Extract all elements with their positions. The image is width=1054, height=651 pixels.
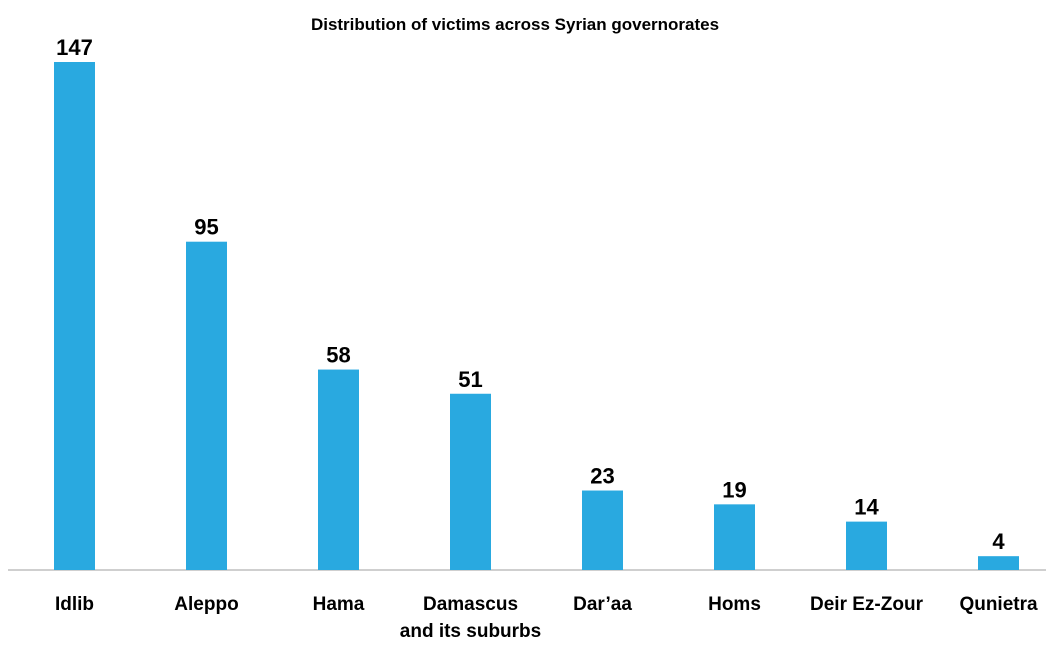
value-label-5: 19	[722, 477, 746, 502]
category-label-0: Idlib	[55, 594, 94, 615]
bar-5	[714, 504, 755, 570]
bar-7	[978, 556, 1019, 570]
value-label-4: 23	[590, 464, 614, 489]
category-label-line: Deir Ez-Zour	[810, 594, 924, 615]
bar-6	[846, 521, 887, 570]
category-label-line: Homs	[708, 594, 761, 615]
category-label-line: and its suburbs	[400, 621, 541, 642]
value-labels-group: 147 95 58 51 23 19 14 4	[56, 35, 1005, 554]
chart-title: Distribution of victims across Syrian go…	[311, 15, 719, 34]
category-label-7: Qunietra	[959, 594, 1038, 615]
value-label-3: 51	[458, 367, 482, 392]
bar-3	[450, 393, 491, 570]
value-label-1: 95	[194, 215, 218, 240]
category-label-line: Dar’aa	[573, 594, 632, 615]
bar-0	[54, 62, 95, 570]
category-label-line: Damascus	[423, 594, 518, 615]
category-label-1: Aleppo	[174, 594, 238, 615]
category-label-2: Hama	[313, 594, 365, 615]
category-label-3: Damascus and its suburbs	[400, 594, 541, 642]
category-label-6: Deir Ez-Zour	[810, 594, 924, 615]
category-label-line: Idlib	[55, 594, 94, 615]
bar-2	[318, 369, 359, 570]
value-label-2: 58	[326, 343, 350, 368]
category-label-line: Qunietra	[959, 594, 1038, 615]
bar-1	[186, 241, 227, 570]
category-label-4: Dar’aa	[573, 594, 632, 615]
value-label-6: 14	[854, 495, 879, 520]
value-label-0: 147	[56, 35, 93, 60]
category-label-line: Aleppo	[174, 594, 238, 615]
category-label-5: Homs	[708, 594, 761, 615]
category-labels-group: Idlib Aleppo Hama Damascus and its suburbsDa…	[55, 594, 1038, 642]
category-label-line: Hama	[313, 594, 365, 615]
value-label-7: 4	[992, 529, 1005, 554]
bar-4	[582, 490, 623, 570]
bars-group	[54, 62, 1019, 570]
